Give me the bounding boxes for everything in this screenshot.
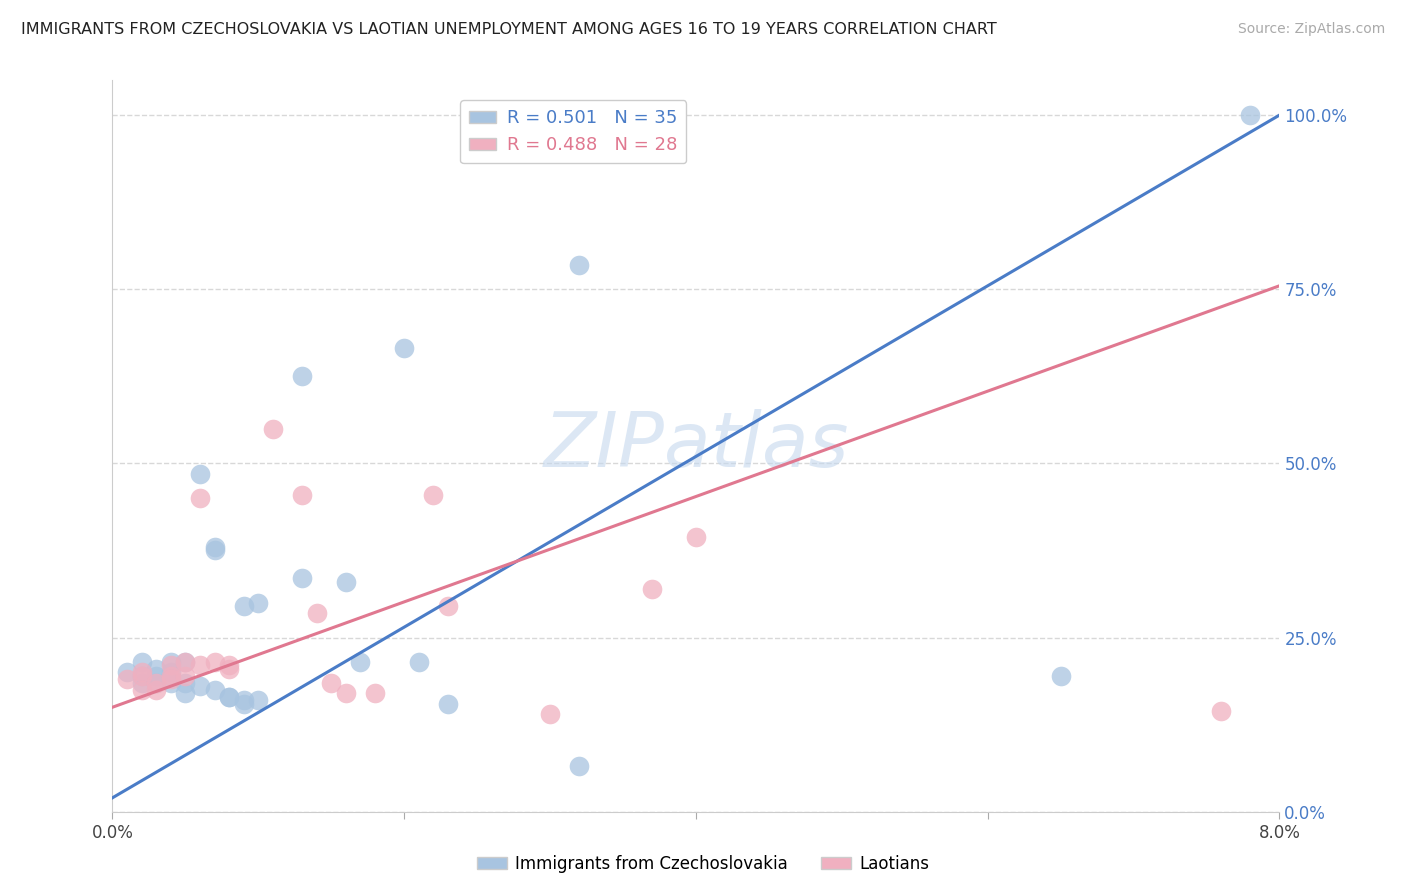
Point bbox=[335, 686, 357, 700]
Point bbox=[568, 759, 591, 773]
Point bbox=[262, 421, 284, 435]
Point bbox=[392, 342, 416, 356]
Point bbox=[131, 669, 153, 683]
Point bbox=[174, 669, 197, 683]
Point bbox=[145, 682, 167, 697]
Point bbox=[160, 673, 183, 687]
Point bbox=[408, 655, 430, 669]
Point bbox=[160, 676, 183, 690]
Point bbox=[188, 491, 211, 506]
Point bbox=[685, 530, 707, 544]
Point bbox=[115, 665, 138, 680]
Point bbox=[291, 369, 314, 384]
Point bbox=[247, 693, 270, 707]
Point bbox=[115, 673, 138, 687]
Point bbox=[188, 679, 211, 693]
Point bbox=[131, 655, 153, 669]
Point bbox=[145, 662, 167, 676]
Point bbox=[188, 658, 211, 673]
Point bbox=[321, 676, 343, 690]
Point bbox=[291, 488, 314, 502]
Point bbox=[204, 682, 226, 697]
Point bbox=[145, 669, 167, 683]
Point bbox=[131, 682, 153, 697]
Point bbox=[204, 655, 226, 669]
Point bbox=[160, 665, 183, 680]
Point bbox=[232, 599, 254, 614]
Point bbox=[232, 697, 254, 711]
Point bbox=[218, 690, 240, 704]
Point bbox=[145, 676, 167, 690]
Legend: R = 0.501   N = 35, R = 0.488   N = 28: R = 0.501 N = 35, R = 0.488 N = 28 bbox=[460, 100, 686, 163]
Point bbox=[160, 655, 183, 669]
Text: ZIPatlas: ZIPatlas bbox=[543, 409, 849, 483]
Point bbox=[641, 582, 664, 596]
Point bbox=[204, 540, 226, 554]
Point bbox=[1049, 669, 1071, 683]
Point bbox=[204, 543, 226, 558]
Point bbox=[538, 707, 561, 722]
Point bbox=[131, 676, 153, 690]
Point bbox=[1209, 704, 1232, 718]
Text: Source: ZipAtlas.com: Source: ZipAtlas.com bbox=[1237, 22, 1385, 37]
Point bbox=[174, 676, 197, 690]
Point bbox=[131, 665, 153, 680]
Point bbox=[160, 669, 183, 683]
Point bbox=[437, 599, 460, 614]
Point bbox=[174, 655, 197, 669]
Point bbox=[218, 658, 240, 673]
Point bbox=[349, 655, 371, 669]
Point bbox=[568, 258, 591, 272]
Point bbox=[218, 662, 240, 676]
Point bbox=[218, 690, 240, 704]
Point bbox=[131, 669, 153, 683]
Point bbox=[188, 467, 211, 481]
Point bbox=[291, 571, 314, 585]
Point bbox=[437, 697, 460, 711]
Point bbox=[422, 488, 444, 502]
Point bbox=[247, 596, 270, 610]
Point bbox=[364, 686, 387, 700]
Point bbox=[160, 658, 183, 673]
Legend: Immigrants from Czechoslovakia, Laotians: Immigrants from Czechoslovakia, Laotians bbox=[470, 848, 936, 880]
Point bbox=[232, 693, 254, 707]
Point bbox=[305, 606, 328, 620]
Point bbox=[145, 676, 167, 690]
Point bbox=[335, 574, 357, 589]
Point bbox=[174, 655, 197, 669]
Point bbox=[1239, 108, 1261, 122]
Text: IMMIGRANTS FROM CZECHOSLOVAKIA VS LAOTIAN UNEMPLOYMENT AMONG AGES 16 TO 19 YEARS: IMMIGRANTS FROM CZECHOSLOVAKIA VS LAOTIA… bbox=[21, 22, 997, 37]
Point bbox=[174, 686, 197, 700]
